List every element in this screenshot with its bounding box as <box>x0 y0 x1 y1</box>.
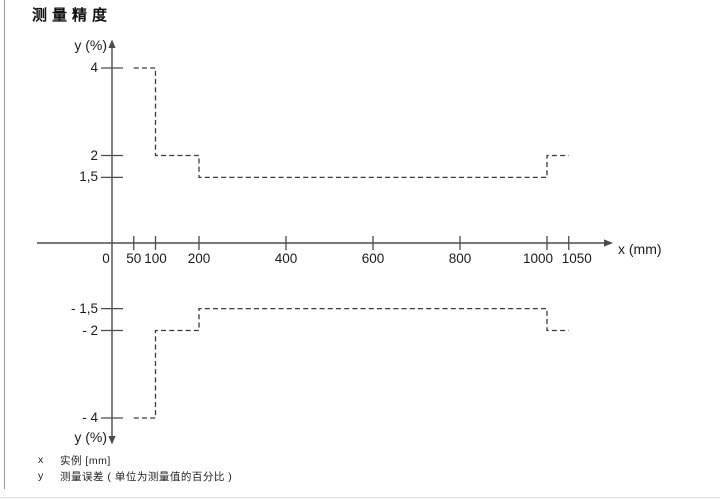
x-tick-label-0: 0 <box>102 251 110 266</box>
x-tick-label-100: 100 <box>144 251 167 266</box>
footnote-y-text: 测量误差 ( 单位为测量值的百分比 ) <box>60 470 233 483</box>
x-tick-label-400: 400 <box>274 251 298 266</box>
x-tick-label-200: 200 <box>187 251 211 266</box>
page-title: 测量精度 <box>32 7 113 24</box>
footnote-x: x 实例 [mm] <box>38 452 232 468</box>
x-tick-label-1050: 1050 <box>561 251 592 266</box>
y-tick-label-4: 4 <box>90 60 98 75</box>
y-tick-label-2: 2 <box>90 147 98 163</box>
y-tick-label-- 1,5: - 1,5 <box>70 300 98 316</box>
x-tick-label-800: 800 <box>448 251 472 266</box>
footnote-x-symbol: x <box>38 454 44 466</box>
y-axis-arrow-down <box>108 436 116 445</box>
page-left-border <box>4 0 5 489</box>
x-axis-arrow <box>604 239 613 247</box>
chart-footnotes: x 实例 [mm] y 测量误差 ( 单位为测量值的百分比 ) <box>38 452 232 484</box>
y-tick-label-- 4: - 4 <box>82 410 98 425</box>
y-axis-arrow-up <box>108 39 116 48</box>
x-axis-label: x (mm) <box>618 241 662 257</box>
y-tick-label-- 2: - 2 <box>82 322 98 338</box>
y-axis-label-top: y (%) <box>74 37 107 53</box>
y-axis-label-bottom: y (%) <box>74 429 107 445</box>
y-tick-label-1,5: 1,5 <box>79 169 98 185</box>
x-tick-label-50: 50 <box>126 251 142 266</box>
series-lower-error-limit <box>133 307 569 419</box>
x-tick-label-1000: 1000 <box>522 251 554 266</box>
page-bottom-rule <box>0 497 720 498</box>
footnote-y-symbol: y <box>38 470 44 482</box>
series-upper-error-limit <box>133 67 569 179</box>
footnote-y: y 测量误差 ( 单位为测量值的百分比 ) <box>38 468 232 484</box>
x-tick-label-600: 600 <box>361 251 385 266</box>
footnote-x-text: 实例 [mm] <box>60 454 111 467</box>
